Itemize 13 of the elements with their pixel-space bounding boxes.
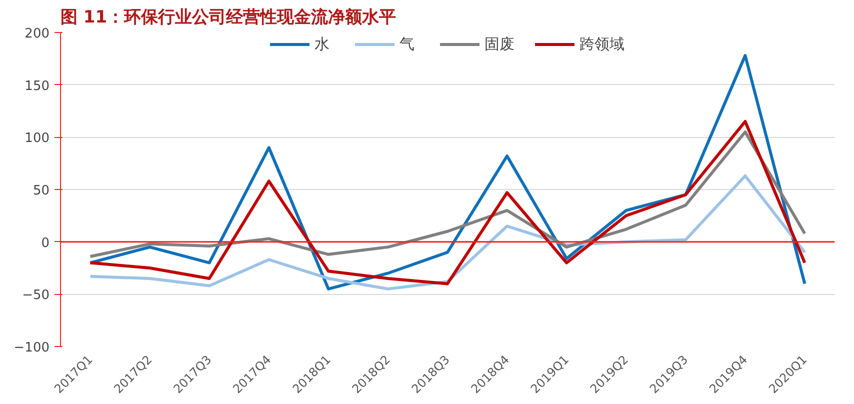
legend-label: 水 <box>314 34 330 54</box>
chart-title: 图 11：环保行业公司经营性现金流净额水平 <box>60 8 396 28</box>
legend-label: 气 <box>400 34 416 54</box>
y-tick-label: −100 <box>14 340 50 356</box>
y-tick-label: 200 <box>24 26 50 42</box>
legend-label: 跨领域 <box>580 34 624 54</box>
y-tick-label: 150 <box>24 78 50 94</box>
line-series <box>88 120 806 286</box>
y-tick-label: 50 <box>32 184 50 198</box>
y-tick-label: −50 <box>22 288 50 304</box>
legend-label: 固废 <box>484 34 514 54</box>
y-tick-label: 0 <box>41 236 50 251</box>
y-tick-label: 100 <box>24 131 50 146</box>
